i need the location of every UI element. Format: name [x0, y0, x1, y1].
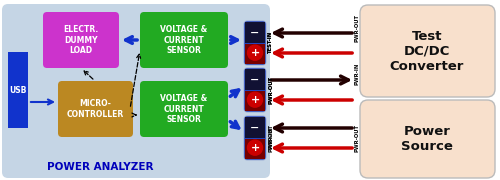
FancyBboxPatch shape	[360, 100, 495, 178]
Bar	[245, 22, 265, 43]
Text: Power
Source: Power Source	[401, 125, 453, 153]
Text: +: +	[250, 48, 260, 58]
FancyBboxPatch shape	[244, 21, 266, 65]
Text: −: −	[250, 75, 260, 85]
Text: PWR-IN: PWR-IN	[354, 63, 360, 85]
Bar	[245, 44, 265, 64]
Text: +: +	[250, 95, 260, 105]
Text: −: −	[250, 28, 260, 38]
Bar	[245, 69, 265, 90]
FancyBboxPatch shape	[244, 116, 266, 160]
Text: PWR-IN: PWR-IN	[268, 127, 274, 149]
FancyBboxPatch shape	[2, 4, 270, 178]
Bar	[8, 52, 28, 128]
FancyBboxPatch shape	[43, 12, 119, 68]
Text: VOLTAGE &
CURRENT
SENSOR: VOLTAGE & CURRENT SENSOR	[160, 25, 208, 55]
FancyBboxPatch shape	[58, 81, 133, 137]
Text: −: −	[250, 123, 260, 133]
Bar	[245, 91, 265, 111]
Bar	[245, 139, 265, 159]
Circle shape	[248, 26, 262, 41]
Text: +: +	[250, 143, 260, 153]
Circle shape	[248, 45, 262, 60]
Text: ELECTR.
DUMMY
LOAD: ELECTR. DUMMY LOAD	[64, 25, 98, 55]
Text: POWER ANALYZER: POWER ANALYZER	[47, 162, 154, 172]
Bar	[245, 117, 265, 138]
FancyBboxPatch shape	[140, 12, 228, 68]
Text: PWR-OUT: PWR-OUT	[268, 76, 274, 104]
Text: Test
DC/DC
Converter: Test DC/DC Converter	[390, 30, 464, 73]
Text: VOLTAGE &
CURRENT
SENSOR: VOLTAGE & CURRENT SENSOR	[160, 94, 208, 124]
Circle shape	[248, 140, 262, 155]
Text: USB: USB	[10, 86, 26, 94]
Circle shape	[248, 73, 262, 88]
Text: PWR-OUT: PWR-OUT	[354, 14, 360, 42]
Text: MICRO-
CONTROLLER: MICRO- CONTROLLER	[66, 99, 124, 119]
Circle shape	[248, 121, 262, 136]
FancyBboxPatch shape	[140, 81, 228, 137]
Text: PWR-OUT: PWR-OUT	[354, 124, 360, 152]
FancyBboxPatch shape	[360, 5, 495, 97]
Text: TEST-IN: TEST-IN	[268, 32, 274, 54]
FancyBboxPatch shape	[244, 68, 266, 112]
Text: PWR-OUT: PWR-OUT	[268, 76, 274, 104]
Text: PWR-OUT: PWR-OUT	[268, 124, 274, 152]
Circle shape	[248, 92, 262, 107]
Text: TEST-IN: TEST-IN	[268, 32, 274, 54]
